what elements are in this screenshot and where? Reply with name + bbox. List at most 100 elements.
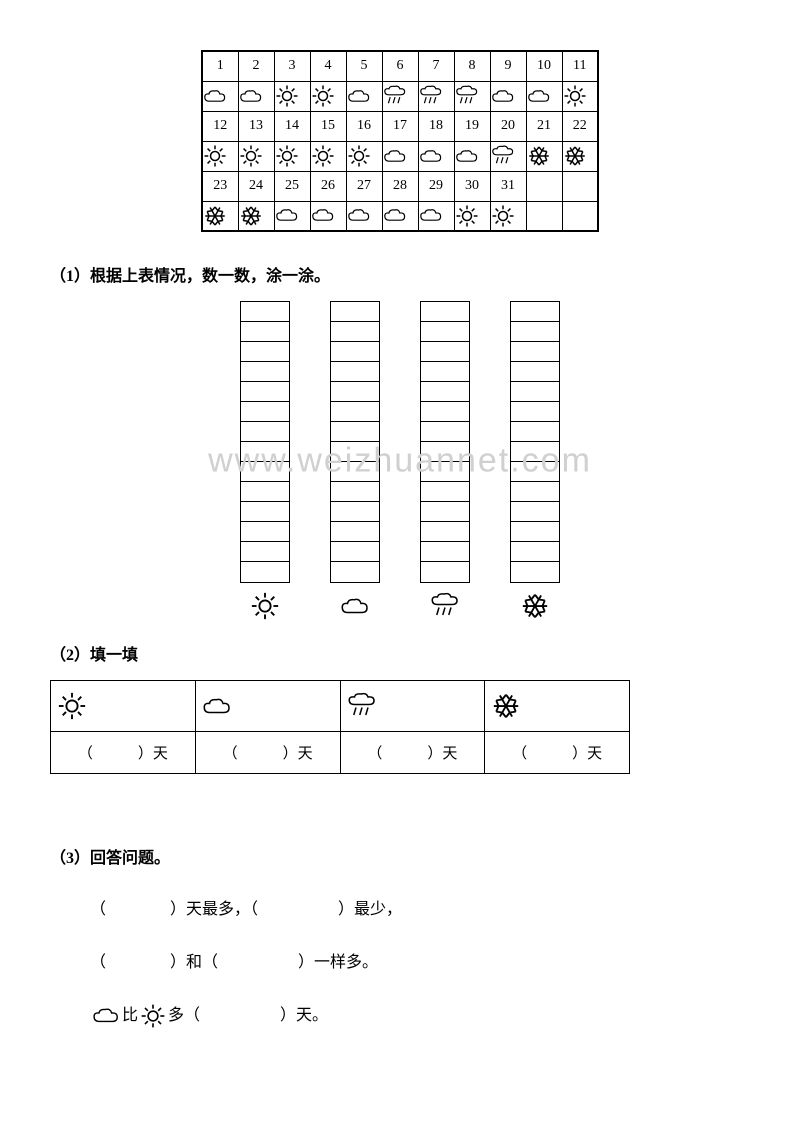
q3-line3: 比多（ ）天。 bbox=[90, 994, 750, 1039]
bar-cell bbox=[421, 302, 469, 322]
bar-cell bbox=[421, 542, 469, 562]
bar-group-rain bbox=[420, 301, 470, 621]
bar-cell bbox=[421, 462, 469, 482]
sun-icon bbox=[310, 81, 346, 111]
sun-icon bbox=[51, 681, 196, 732]
sun-icon bbox=[562, 81, 598, 111]
section1-title: （1）根据上表情况，数一数，涂一涂。 bbox=[50, 262, 750, 286]
cal-day-num: 23 bbox=[202, 171, 238, 201]
bar-cell bbox=[421, 402, 469, 422]
bar-cell bbox=[421, 342, 469, 362]
bar-cell bbox=[241, 542, 289, 562]
bar-cell bbox=[241, 562, 289, 582]
bar-cell bbox=[511, 562, 559, 582]
bar-cell bbox=[241, 462, 289, 482]
cal-day-num bbox=[562, 171, 598, 201]
section2-title: （2）填一填 bbox=[50, 641, 750, 665]
bar-cell bbox=[331, 442, 379, 462]
cal-day-num: 2 bbox=[238, 51, 274, 81]
bar-cell bbox=[241, 522, 289, 542]
bar-cell bbox=[421, 382, 469, 402]
bar-cell bbox=[241, 402, 289, 422]
bar-cell bbox=[241, 502, 289, 522]
bar-cell bbox=[331, 302, 379, 322]
cal-day-num: 10 bbox=[526, 51, 562, 81]
fill-blank: （ ）天 bbox=[195, 732, 340, 774]
bar-cell bbox=[511, 362, 559, 382]
bar-group-sun bbox=[240, 301, 290, 621]
bar-cell bbox=[241, 422, 289, 442]
bar-column bbox=[240, 301, 290, 583]
bar-column bbox=[420, 301, 470, 583]
bar-cell bbox=[511, 342, 559, 362]
bar-cell bbox=[241, 362, 289, 382]
rain-icon bbox=[430, 591, 460, 621]
bar-cell bbox=[511, 462, 559, 482]
bar-cell bbox=[511, 522, 559, 542]
bar-cell bbox=[421, 362, 469, 382]
cloud-icon bbox=[238, 81, 274, 111]
sun-icon bbox=[274, 141, 310, 171]
cloud-icon bbox=[526, 81, 562, 111]
snow-icon bbox=[202, 201, 238, 231]
cal-day-num: 20 bbox=[490, 111, 526, 141]
cloud-icon bbox=[195, 681, 340, 732]
bar-cell bbox=[331, 462, 379, 482]
cloud-icon bbox=[346, 201, 382, 231]
bar-cell bbox=[331, 342, 379, 362]
bar-cell bbox=[421, 502, 469, 522]
bar-cell bbox=[511, 542, 559, 562]
snow-icon bbox=[562, 141, 598, 171]
bar-group-cloud bbox=[330, 301, 380, 621]
bar-group-snow bbox=[510, 301, 560, 621]
bar-cell bbox=[241, 322, 289, 342]
sun-icon bbox=[310, 141, 346, 171]
empty-cell bbox=[526, 201, 562, 231]
bar-cell bbox=[421, 422, 469, 442]
fill-table: （ ）天（ ）天（ ）天（ ）天 bbox=[50, 680, 630, 774]
snow-icon bbox=[526, 141, 562, 171]
cal-day-num: 30 bbox=[454, 171, 490, 201]
bar-cell bbox=[241, 482, 289, 502]
bar-cell bbox=[331, 322, 379, 342]
fill-blank: （ ）天 bbox=[51, 732, 196, 774]
bar-cell bbox=[421, 562, 469, 582]
cloud-icon bbox=[382, 201, 418, 231]
cal-day-num: 13 bbox=[238, 111, 274, 141]
cal-day-num: 19 bbox=[454, 111, 490, 141]
bar-cell bbox=[331, 482, 379, 502]
bar-cell bbox=[241, 442, 289, 462]
bar-cell bbox=[421, 522, 469, 542]
bar-cell bbox=[331, 402, 379, 422]
cal-day-num: 27 bbox=[346, 171, 382, 201]
cal-day-num: 17 bbox=[382, 111, 418, 141]
cloud-icon bbox=[418, 201, 454, 231]
bar-cell bbox=[421, 482, 469, 502]
snow-icon bbox=[238, 201, 274, 231]
sun-icon bbox=[346, 141, 382, 171]
bar-cell bbox=[331, 422, 379, 442]
cal-day-num: 4 bbox=[310, 51, 346, 81]
sun-icon bbox=[490, 201, 526, 231]
cloud-icon bbox=[310, 201, 346, 231]
bar-cell bbox=[241, 302, 289, 322]
cal-day-num: 26 bbox=[310, 171, 346, 201]
cloud-icon bbox=[346, 81, 382, 111]
bar-cell bbox=[241, 342, 289, 362]
bar-cell bbox=[421, 322, 469, 342]
bar-cell bbox=[511, 422, 559, 442]
q3-line2: （ ）和（ ）一样多。 bbox=[90, 941, 750, 986]
bar-charts: www.weizhuannet.com bbox=[50, 301, 750, 621]
cloud-icon bbox=[382, 141, 418, 171]
cal-day-num: 6 bbox=[382, 51, 418, 81]
bar-cell bbox=[331, 502, 379, 522]
bar-cell bbox=[331, 522, 379, 542]
cal-day-num: 29 bbox=[418, 171, 454, 201]
bar-cell bbox=[511, 382, 559, 402]
cal-day-num: 9 bbox=[490, 51, 526, 81]
cal-day-num: 12 bbox=[202, 111, 238, 141]
cal-day-num: 25 bbox=[274, 171, 310, 201]
sun-icon bbox=[238, 141, 274, 171]
bar-cell bbox=[511, 402, 559, 422]
rain-icon bbox=[490, 141, 526, 171]
